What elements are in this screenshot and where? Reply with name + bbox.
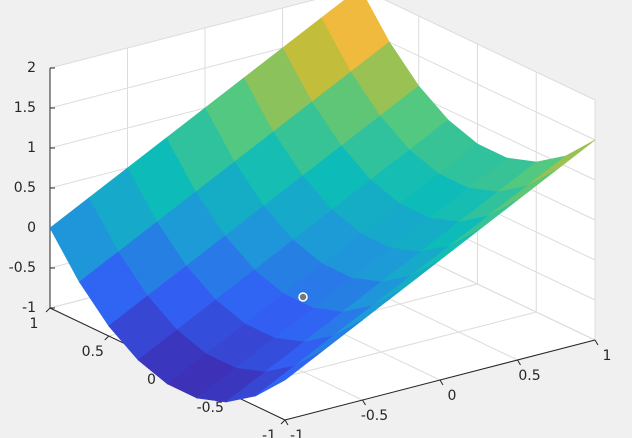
x-tick [517,359,521,366]
data-tip-marker [298,292,308,302]
surface-patch [255,349,324,397]
z-tick-label: 1.5 [14,100,36,116]
z-tick-label: -0.5 [9,260,36,276]
x-tick [594,339,599,346]
y-tick-label: 0 [147,372,156,388]
y-tick [45,307,51,313]
x-tick-label: 0 [448,388,457,404]
grid-line [359,27,596,141]
z-tick-label: 1 [27,140,36,156]
grid-line [49,0,316,69]
x-tick-label: 1 [603,348,612,364]
y-tick-label: -0.5 [197,400,224,416]
grid-line [384,0,596,101]
x-tick-label: -1 [290,428,304,438]
z-tick-label: -1 [22,300,36,316]
x-tick [439,379,444,386]
x-tick [284,419,289,426]
y-tick-label: 1 [30,316,39,332]
x-tick-label: -0.5 [361,408,388,424]
y-tick [280,419,286,425]
y-tick-label: -1 [262,428,276,438]
y-tick-label: 0.5 [82,344,104,360]
y-tick [104,335,110,341]
z-tick-label: 0 [27,220,36,236]
z-tick-label: 0.5 [14,180,36,196]
x-tick [362,399,366,406]
z-tick-label: 2 [27,60,36,76]
x-tick-label: 0.5 [518,368,540,384]
